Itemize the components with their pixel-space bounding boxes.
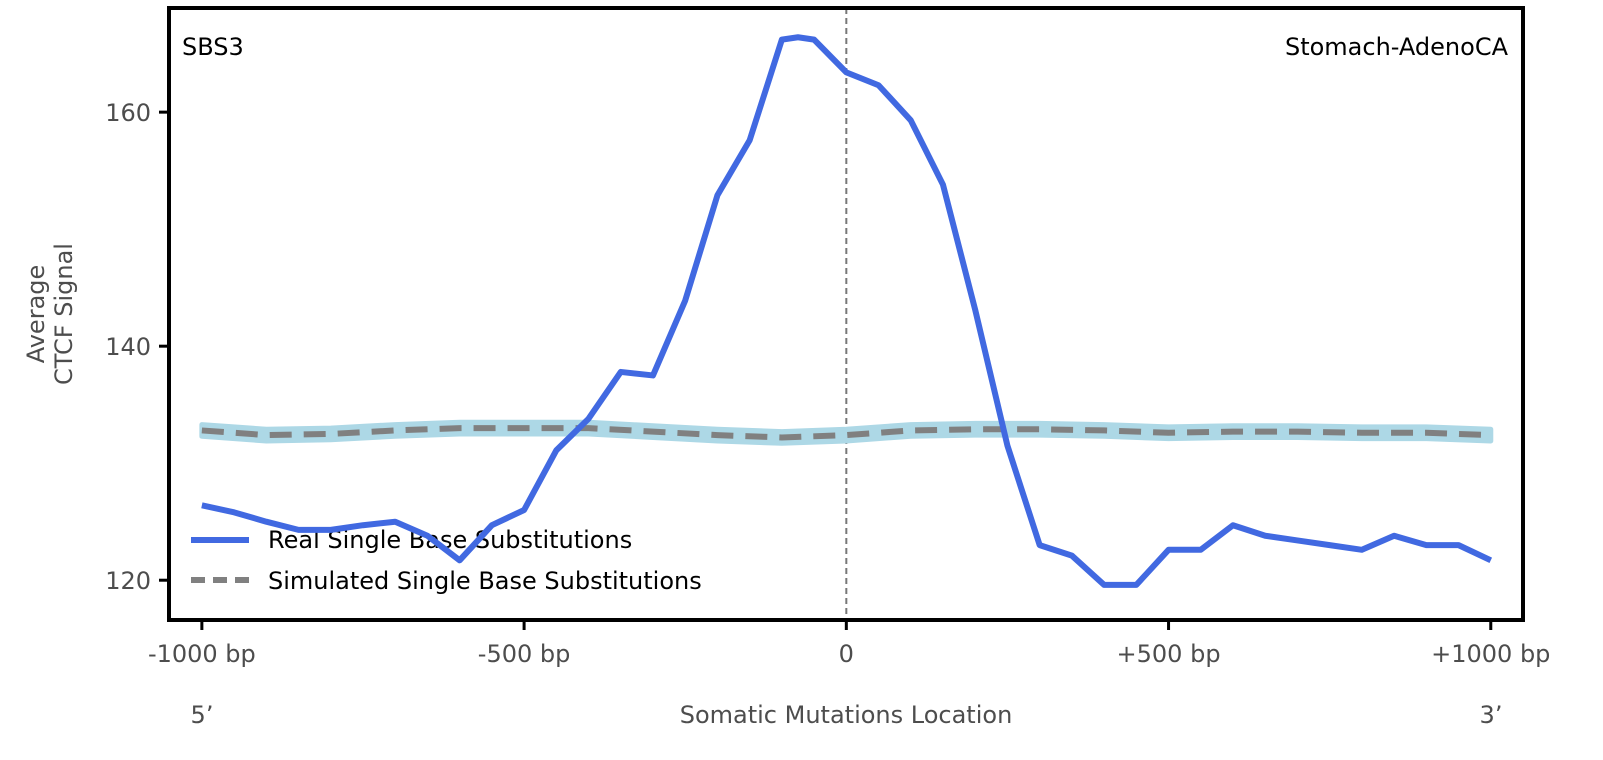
x-tick-label: +1000 bp xyxy=(1431,640,1550,668)
cancer-type-label: Stomach-AdenoCA xyxy=(1285,33,1509,61)
simulated-series-line xyxy=(201,425,1491,441)
x-tick-label: 0 xyxy=(839,640,854,668)
y-tick-label: 160 xyxy=(105,99,151,127)
five-prime-label: 5’ xyxy=(191,701,214,729)
signature-label: SBS3 xyxy=(182,33,244,61)
x-tick-label: -500 bp xyxy=(478,640,571,668)
plot-frame xyxy=(167,6,1525,622)
real-series-line xyxy=(201,34,1493,588)
y-axis-label-line2: CTCF Signal xyxy=(50,243,78,385)
x-tick-label: -1000 bp xyxy=(148,640,256,668)
y-tick-label: 140 xyxy=(105,333,151,361)
three-prime-label: 3’ xyxy=(1480,701,1503,729)
y-axis-label-line1: Average xyxy=(22,265,50,364)
x-axis-label: Somatic Mutations Location xyxy=(680,701,1013,729)
legend: Real Single Base Substitutions Simulated… xyxy=(191,526,702,595)
legend-simulated-label: Simulated Single Base Substitutions xyxy=(268,567,702,595)
y-tick-label: 120 xyxy=(105,567,151,595)
x-tick-label: +500 bp xyxy=(1117,640,1221,668)
